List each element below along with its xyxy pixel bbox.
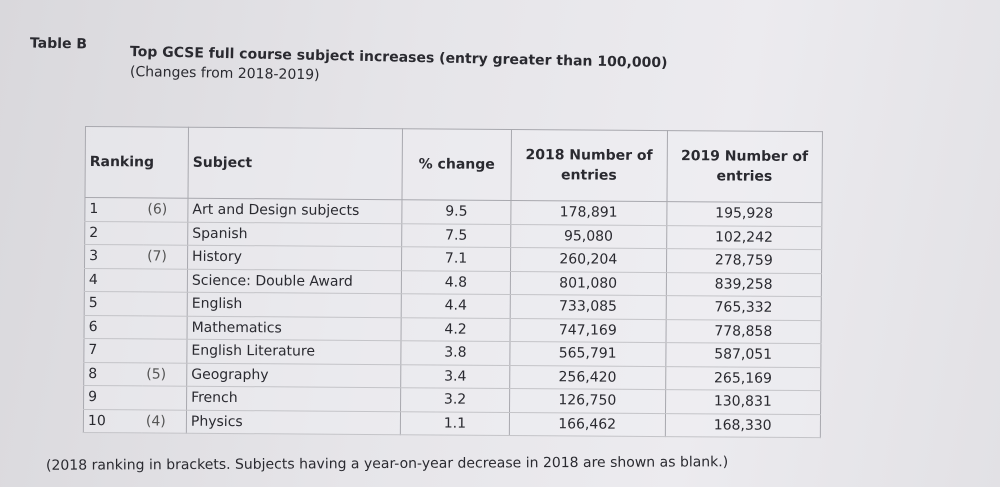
header-2019: 2019 Number of entries bbox=[666, 130, 823, 203]
subject-cell: Geography bbox=[186, 362, 401, 388]
entries-2018-cell: 178,891 bbox=[510, 200, 667, 226]
header-row: Ranking Subject % change 2018 Number of … bbox=[85, 126, 823, 203]
subject-cell: English Literature bbox=[186, 339, 402, 365]
previous-rank-cell: (7) bbox=[143, 244, 188, 269]
subject-cell: French bbox=[186, 386, 401, 412]
entries-2018-cell: 95,080 bbox=[510, 223, 667, 249]
previous-rank-cell: (5) bbox=[142, 362, 187, 387]
entries-2018-cell: 733,085 bbox=[510, 294, 666, 320]
rank-cell: 1 bbox=[84, 197, 144, 222]
rank-cell: 9 bbox=[83, 385, 143, 410]
previous-rank-cell: (4) bbox=[141, 409, 187, 434]
subject-cell: Spanish bbox=[187, 221, 402, 247]
table-label: Table B bbox=[29, 35, 88, 53]
subject-cell: English bbox=[187, 292, 402, 318]
table-subtitle: (Changes from 2018-2019) bbox=[129, 64, 320, 84]
subject-cell: Mathematics bbox=[187, 315, 402, 341]
pct-change-cell: 7.1 bbox=[401, 246, 511, 271]
rank-cell: 2 bbox=[84, 221, 144, 245]
gcse-table: Ranking Subject % change 2018 Number of … bbox=[82, 126, 823, 439]
previous-rank-cell bbox=[142, 338, 188, 363]
pct-change-cell: 3.4 bbox=[400, 364, 510, 389]
entries-2018-cell: 565,791 bbox=[509, 341, 666, 367]
pct-change-cell: 4.2 bbox=[401, 317, 511, 342]
previous-rank-cell bbox=[142, 291, 188, 316]
previous-rank-cell: (6) bbox=[143, 197, 188, 222]
pct-change-cell: 4.8 bbox=[401, 270, 511, 295]
pct-change-cell: 3.8 bbox=[400, 340, 511, 365]
subject-cell: Physics bbox=[186, 409, 401, 435]
header-subject: Subject bbox=[187, 127, 403, 200]
previous-rank-cell bbox=[143, 221, 188, 246]
entries-2019-cell: 278,759 bbox=[665, 248, 822, 274]
entries-2018-cell: 801,080 bbox=[510, 270, 666, 296]
rank-cell: 6 bbox=[84, 314, 143, 339]
pct-change-cell: 3.2 bbox=[400, 387, 510, 412]
entries-2019-cell: 839,258 bbox=[665, 272, 822, 297]
table-row: 10 (4) Physics 1.1 166,462 168,330 bbox=[83, 408, 821, 438]
rank-cell: 7 bbox=[83, 338, 143, 363]
subject-cell: Science: Double Award bbox=[187, 268, 402, 294]
rank-cell: 8 bbox=[83, 361, 143, 386]
previous-rank-cell bbox=[142, 315, 188, 340]
entries-2019-cell: 765,332 bbox=[665, 295, 822, 321]
rank-cell: 3 bbox=[84, 244, 144, 269]
entries-2019-cell: 102,242 bbox=[666, 225, 822, 250]
rank-cell: 4 bbox=[84, 268, 144, 292]
entries-2019-cell: 265,169 bbox=[665, 366, 821, 391]
entries-2018-cell: 260,204 bbox=[510, 247, 667, 273]
pct-change-cell: 7.5 bbox=[401, 223, 511, 248]
header-ranking: Ranking bbox=[85, 126, 189, 199]
header-pct-change: % change bbox=[401, 128, 512, 201]
previous-rank-cell bbox=[142, 268, 188, 293]
entries-2019-cell: 778,858 bbox=[665, 319, 822, 344]
subject-cell: Art and Design subjects bbox=[187, 198, 402, 224]
entries-2018-cell: 747,169 bbox=[510, 317, 666, 343]
entries-2018-cell: 126,750 bbox=[509, 388, 666, 414]
header-2018: 2018 Number of entries bbox=[510, 129, 667, 202]
entries-2018-cell: 256,420 bbox=[509, 364, 666, 390]
previous-rank-cell bbox=[142, 385, 187, 410]
entries-2019-cell: 130,831 bbox=[665, 389, 821, 415]
rank-cell: 10 bbox=[83, 408, 143, 433]
entries-2019-cell: 195,928 bbox=[666, 201, 822, 227]
pct-change-cell: 9.5 bbox=[401, 199, 511, 224]
pct-change-cell: 1.1 bbox=[400, 411, 510, 436]
rank-cell: 5 bbox=[84, 291, 143, 316]
entries-2018-cell: 166,462 bbox=[509, 411, 666, 437]
pct-change-cell: 4.4 bbox=[401, 293, 511, 318]
subject-cell: History bbox=[187, 245, 402, 271]
entries-2019-cell: 587,051 bbox=[665, 342, 821, 368]
entries-2019-cell: 168,330 bbox=[664, 413, 821, 438]
footnote: (2018 ranking in brackets. Subjects havi… bbox=[45, 454, 729, 474]
